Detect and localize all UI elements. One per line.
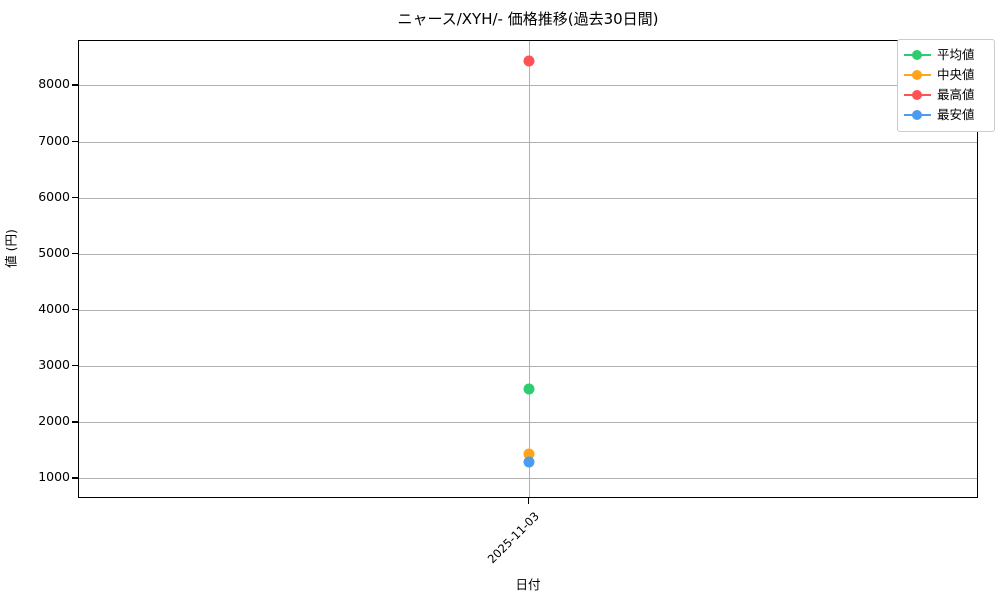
gridline	[79, 309, 977, 311]
legend-label: 中央値	[937, 67, 975, 82]
y-tick-label: 6000	[38, 188, 70, 204]
y-tick-mark	[72, 196, 78, 198]
y-tick-mark	[72, 421, 78, 423]
gridline	[79, 197, 977, 199]
gridline	[79, 85, 977, 87]
y-tick-label-group: 1000 2000 3000 4000 5000 6000 7000 8000	[0, 0, 70, 600]
gridline	[79, 478, 977, 480]
legend-marker-icon	[904, 49, 931, 61]
chart-title: ニャース/XYH/- 価格推移(過去30日間)	[397, 10, 659, 28]
gridline	[529, 41, 530, 497]
gridline	[79, 253, 977, 255]
chart-legend[interactable]: 平均値 中央値 最高値 最安値	[897, 39, 995, 132]
legend-item-median[interactable]: 中央値	[904, 65, 988, 85]
y-tick-mark	[72, 252, 78, 255]
legend-label: 平均値	[937, 47, 975, 62]
y-tick-mark	[72, 140, 78, 142]
y-tick-label: 7000	[38, 132, 70, 148]
y-tick-label: 3000	[38, 357, 70, 373]
y-tick-mark	[72, 84, 78, 86]
y-tick-label: 4000	[38, 300, 70, 316]
legend-marker-icon	[904, 69, 931, 81]
y-tick-label: 5000	[38, 244, 70, 260]
gridline	[79, 141, 977, 143]
y-tick-mark	[72, 477, 78, 479]
legend-label: 最安値	[937, 107, 975, 122]
x-tick-mark	[528, 498, 530, 504]
legend-marker-icon	[904, 109, 931, 121]
gridline	[79, 366, 977, 368]
legend-marker-icon	[904, 89, 931, 101]
x-tick-label: 2025-11-03	[484, 509, 542, 567]
y-tick-label: 8000	[38, 76, 70, 92]
legend-item-min[interactable]: 最安値	[904, 105, 988, 125]
data-point	[523, 448, 535, 460]
data-point	[523, 383, 535, 395]
gridline	[79, 422, 977, 424]
y-tick-mark	[72, 308, 78, 311]
data-point	[523, 456, 535, 468]
legend-item-max[interactable]: 最高値	[904, 85, 988, 105]
y-tick-label: 1000	[38, 469, 70, 485]
x-axis-title: 日付	[515, 577, 541, 592]
legend-item-mean[interactable]: 平均値	[904, 45, 988, 65]
data-point	[523, 55, 535, 67]
legend-label: 最高値	[937, 87, 975, 102]
y-tick-mark	[72, 365, 78, 367]
plot-area	[78, 40, 978, 498]
y-tick-label: 2000	[38, 413, 70, 429]
